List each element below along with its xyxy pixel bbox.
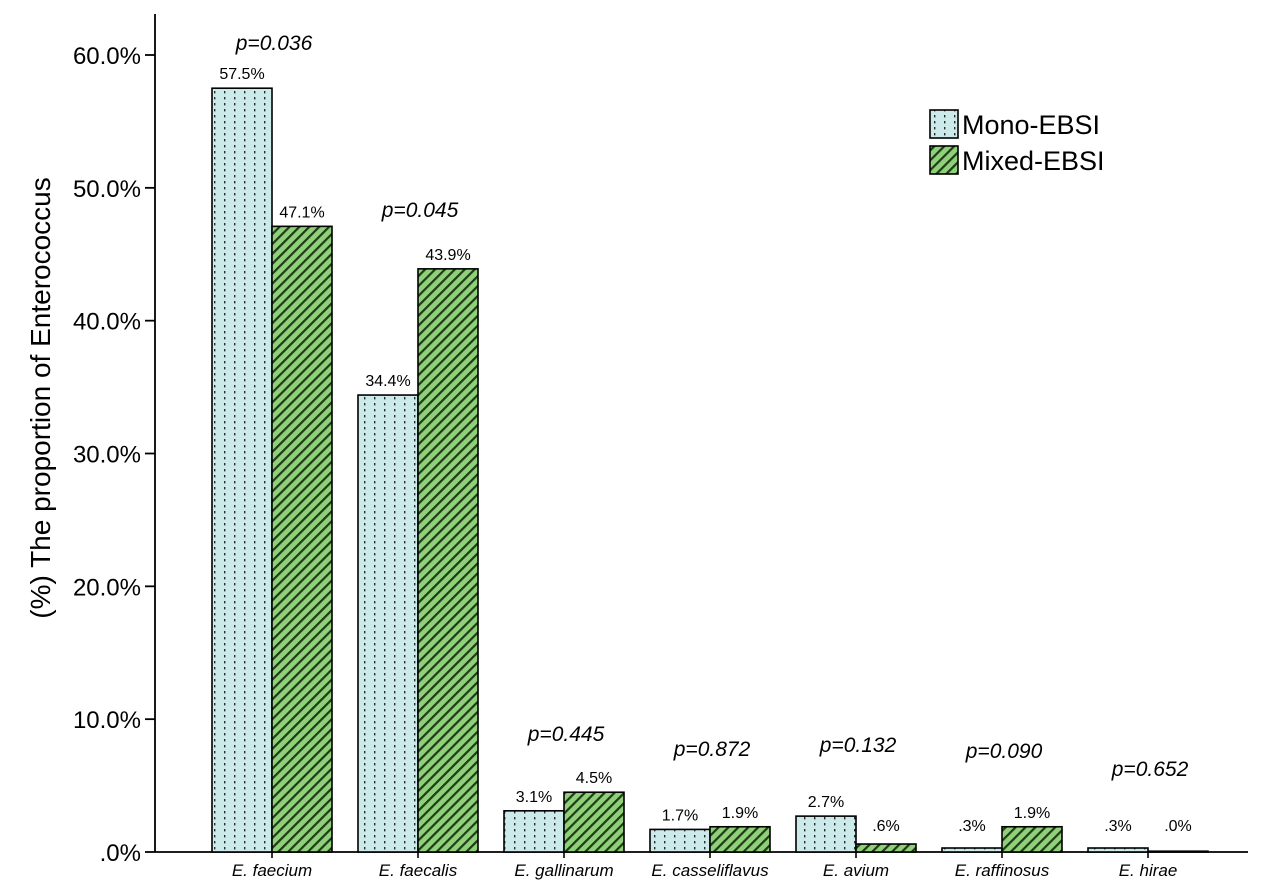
p-value-labels: p=0.036 p=0.045 p=0.445 p=0.872 p=0.132 p=0.0…	[235, 32, 1189, 781]
x-category-label: E. faecalis	[379, 861, 458, 880]
x-category-label: E. hirae	[1119, 861, 1178, 880]
bar-mixed	[855, 843, 917, 853]
bar-mono	[503, 810, 565, 853]
legend: Mono-EBSI Mixed-EBSI	[929, 109, 1105, 176]
y-tick-label: 30.0%	[73, 442, 141, 469]
x-category-label: E. casseliflavus	[651, 861, 769, 880]
bar-value-label: 2.7%	[808, 794, 844, 811]
p-value-label: p=0.045	[381, 199, 459, 222]
bar-value-label: 4.5%	[576, 770, 612, 787]
bar-value-label: 1.9%	[722, 805, 758, 822]
y-tick-label: .0%	[100, 840, 141, 867]
legend-label-mixed: Mixed-EBSI	[962, 146, 1105, 176]
value-labels: 57.5% 47.1% 34.4% 43.9% 3.1% 4.5% 1.7% 1.9% 2.7%…	[219, 66, 1191, 835]
x-category-label: E. raffinosus	[955, 861, 1050, 880]
y-tick-label: 20.0%	[73, 574, 141, 601]
bar-value-label: 3.1%	[516, 789, 552, 806]
bar-mixed	[1147, 850, 1209, 853]
bar-mono	[941, 847, 1003, 853]
p-value-label: p=0.652	[1111, 758, 1189, 781]
x-axis-labels: E. faecium E. faecalis E. gallinarum E. cas…	[232, 852, 1177, 880]
bar-mixed	[271, 225, 333, 853]
y-tick-label: 60.0%	[73, 43, 141, 70]
p-value-label: p=0.132	[819, 734, 897, 757]
bar-mono	[211, 87, 273, 853]
bar-mixed	[709, 825, 771, 853]
y-tick-label: 40.0%	[73, 309, 141, 336]
bar-mono	[357, 394, 419, 853]
x-category-label: E. faecium	[232, 861, 312, 880]
y-axis-ticks: .0% 10.0% 20.0% 30.0% 40.0% 50.0% 60.0%	[73, 43, 155, 867]
x-category-label: E. gallinarum	[514, 861, 613, 880]
legend-swatch-mixed	[929, 145, 959, 175]
bar-value-label: 1.7%	[662, 807, 698, 824]
bars	[211, 87, 1209, 853]
bar-value-label: 1.9%	[1014, 805, 1050, 822]
y-tick-label: 50.0%	[73, 176, 141, 203]
bar-value-label: .6%	[872, 818, 900, 835]
bar-mono	[649, 828, 711, 853]
p-value-label: p=0.036	[235, 32, 313, 55]
legend-swatch-mono	[929, 109, 959, 139]
bar-value-label: .3%	[1104, 818, 1132, 835]
legend-label-mono: Mono-EBSI	[962, 110, 1100, 140]
bar-mixed	[563, 791, 625, 853]
bar-mono	[795, 815, 857, 853]
y-axis-title: (%) The proportion of Enterococcus	[25, 177, 56, 618]
x-category-label: E. avium	[823, 861, 889, 880]
bar-value-label: .0%	[1164, 818, 1192, 835]
y-tick-label: 10.0%	[73, 707, 141, 734]
bar-value-label: 47.1%	[279, 204, 324, 221]
p-value-label: p=0.445	[527, 723, 605, 746]
p-value-label: p=0.872	[673, 738, 751, 761]
bar-value-label: 34.4%	[365, 373, 410, 390]
bar-value-label: 57.5%	[219, 66, 264, 83]
bar-mixed	[1001, 825, 1063, 853]
p-value-label: p=0.090	[965, 740, 1043, 763]
bar-mixed	[417, 268, 479, 853]
bar-value-label: .3%	[958, 818, 986, 835]
bar-value-label: 43.9%	[425, 247, 470, 264]
bar-mono	[1087, 847, 1149, 853]
